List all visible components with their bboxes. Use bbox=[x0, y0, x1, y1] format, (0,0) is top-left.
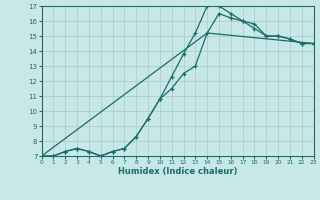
X-axis label: Humidex (Indice chaleur): Humidex (Indice chaleur) bbox=[118, 167, 237, 176]
